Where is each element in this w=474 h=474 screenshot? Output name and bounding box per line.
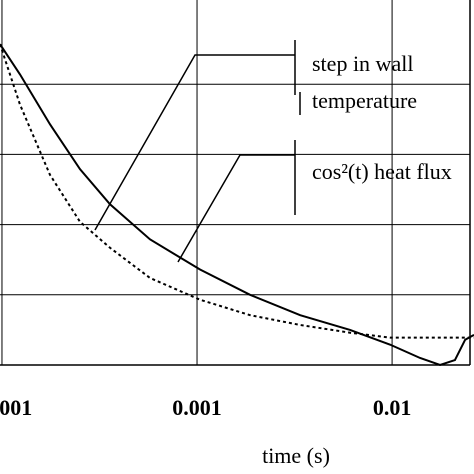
annotation: cos²(t) heat flux [312,159,452,184]
leader [94,54,295,231]
x-tick-label: 0.001 [172,395,222,420]
annotation: step in wall [312,51,413,76]
series-line [0,43,474,367]
annotation: temperature [312,88,417,113]
annotation-leaders [94,40,301,263]
x-tick-label: 0.01 [373,395,412,420]
x-tick-label: 0.0001 [0,395,32,420]
x-axis-label: time (s) [262,443,330,468]
leader [177,154,295,263]
